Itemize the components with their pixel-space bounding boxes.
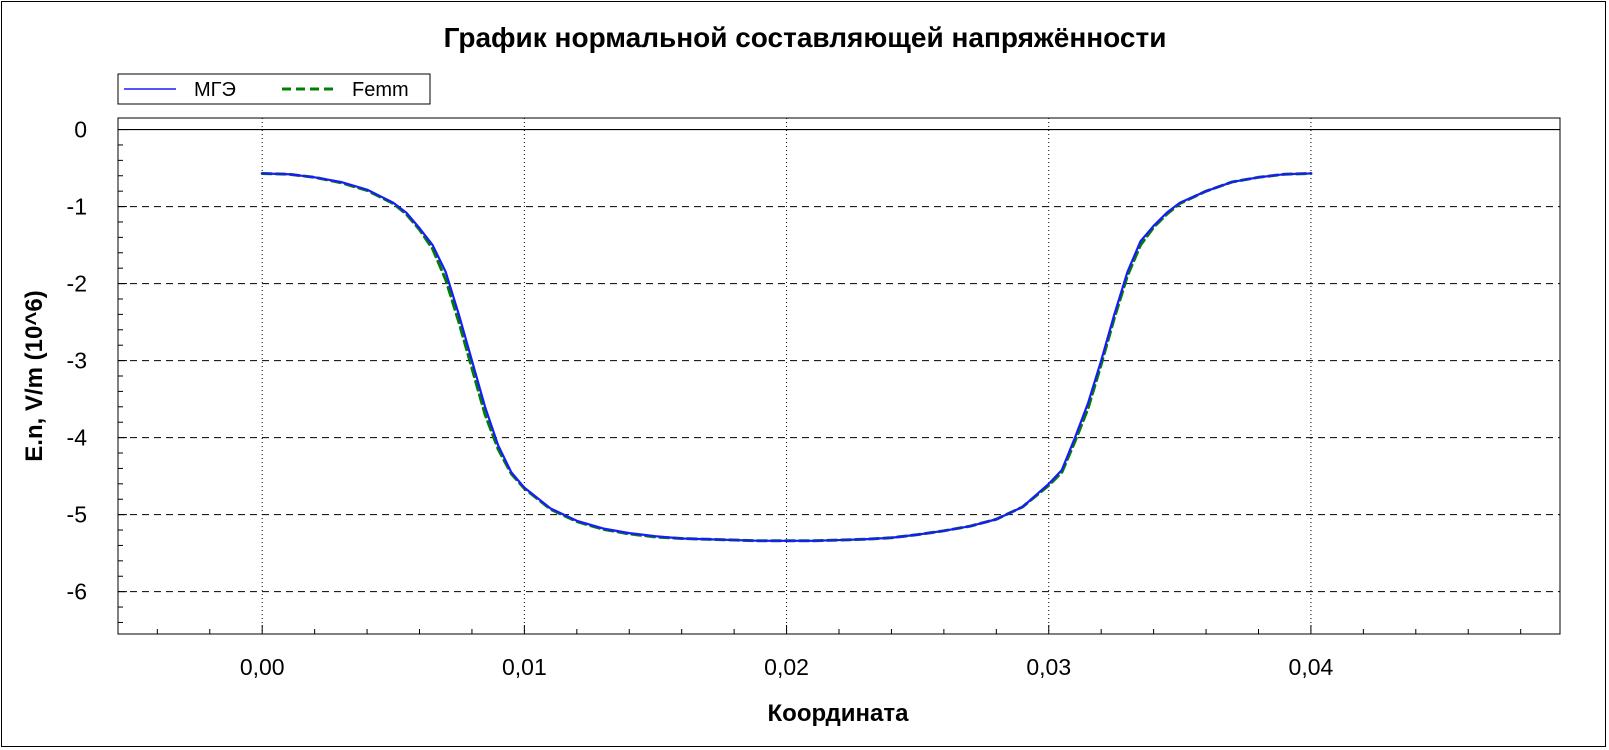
y-tick-label: 0 (74, 117, 87, 143)
y-tick-label: -4 (67, 425, 88, 451)
y-tick-label: -6 (67, 579, 87, 605)
y-tick-label: -5 (67, 502, 87, 528)
x-tick-label: 0,00 (240, 654, 285, 680)
series (260, 171, 1313, 543)
x-axis: 0,00 0,01 0,02 0,03 0,04 (156, 625, 1522, 680)
legend: МГЭ Femm (117, 73, 431, 105)
x-tick-label: 0,04 (1289, 654, 1334, 680)
chart-title: График нормальной составляющей напряжённ… (444, 22, 1167, 53)
x-tick-label: 0,01 (502, 654, 547, 680)
y-tick-label: -3 (67, 348, 87, 374)
x-tick-label: 0,03 (1026, 654, 1071, 680)
y-tick-label: -1 (67, 194, 87, 220)
legend-label-mge: МГЭ (194, 79, 236, 101)
y-axis-title: E.n, V/m (10^6) (21, 290, 48, 461)
x-tick-label: 0,02 (764, 654, 809, 680)
legend-label-femm: Femm (352, 79, 409, 101)
y-axis: 0 -1 -2 -3 -4 -5 -6 (67, 117, 127, 623)
grid (118, 118, 1560, 634)
y-tick-label: -2 (67, 271, 87, 297)
plot-area (117, 117, 1561, 635)
plot-border (117, 117, 1561, 635)
x-axis-title: Координата (768, 700, 910, 727)
series-line-mge (261, 172, 1313, 542)
